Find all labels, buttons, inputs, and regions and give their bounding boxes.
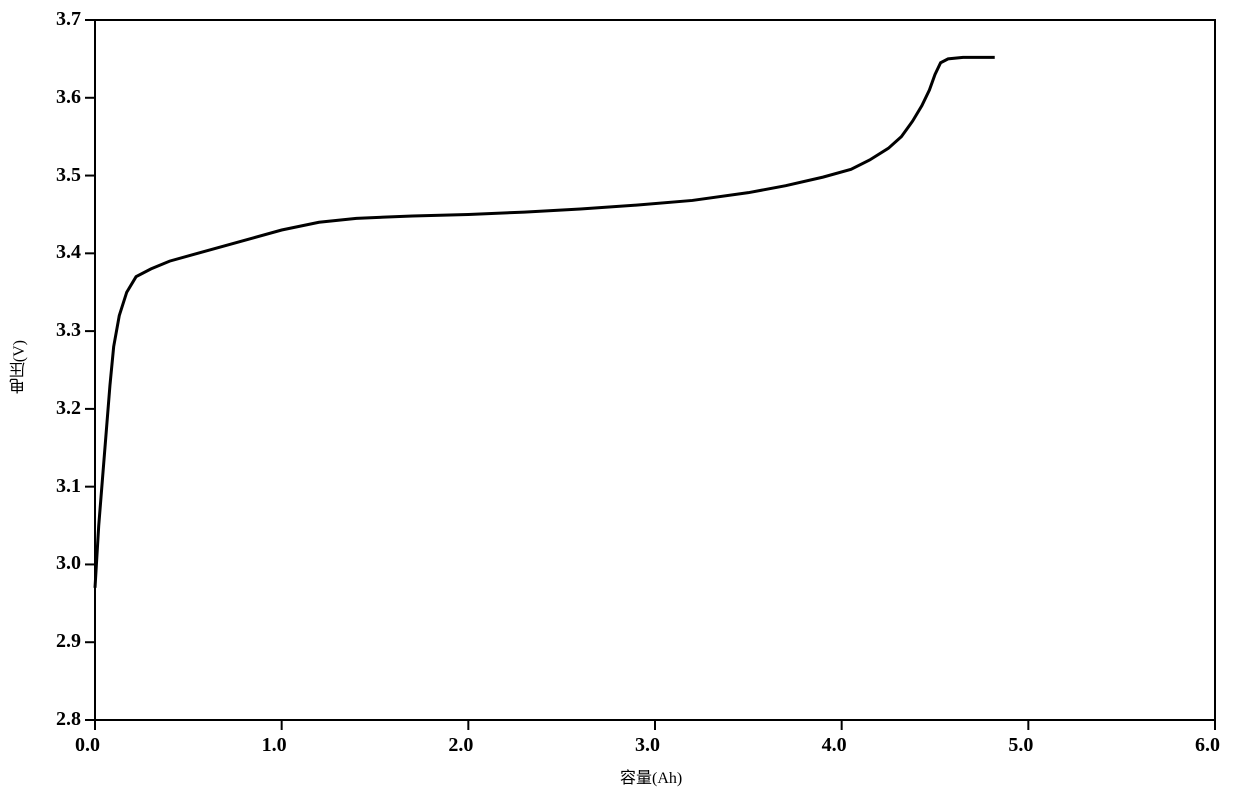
y-tick-label: 3.0 — [56, 552, 81, 575]
y-tick-label: 3.3 — [56, 319, 81, 342]
y-tick-label: 3.2 — [56, 397, 81, 420]
y-tick-label: 3.5 — [56, 164, 81, 187]
y-axis-label: 电压(V) — [8, 340, 32, 394]
y-tick-label: 3.6 — [56, 86, 81, 109]
x-axis-label: 容量(Ah) — [620, 764, 682, 788]
x-tick-label: 1.0 — [262, 734, 287, 757]
voltage-capacity-chart: 0.0 1.0 2.0 3.0 4.0 5.0 6.0 2.8 2.9 3.0 3.1 3.2 3.3 3… — [0, 0, 1240, 800]
x-tick-label: 4.0 — [822, 734, 847, 757]
x-tick-label: 3.0 — [635, 734, 660, 757]
chart-svg — [0, 0, 1240, 800]
y-tick-label: 2.9 — [56, 630, 81, 653]
x-tick-label: 2.0 — [448, 734, 473, 757]
y-tick-label: 3.7 — [56, 8, 81, 31]
x-tick-label: 0.0 — [75, 734, 100, 757]
x-tick-label: 6.0 — [1195, 734, 1220, 757]
y-tick-label: 2.8 — [56, 708, 81, 731]
y-tick-label: 3.1 — [56, 475, 81, 498]
x-tick-label: 5.0 — [1008, 734, 1033, 757]
y-tick-label: 3.4 — [56, 241, 81, 264]
voltage-curve — [95, 57, 995, 587]
